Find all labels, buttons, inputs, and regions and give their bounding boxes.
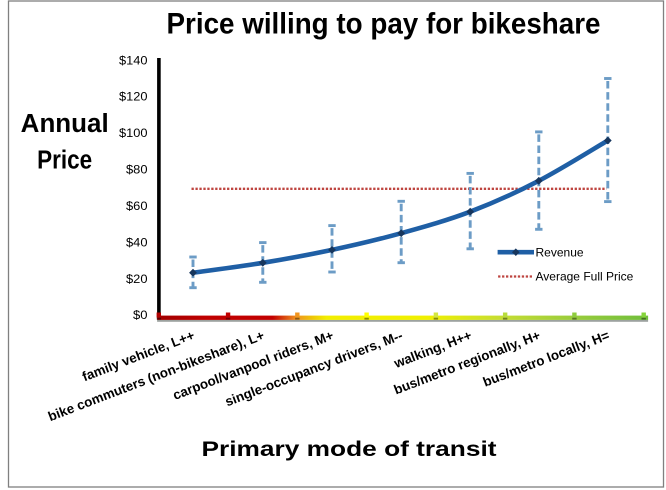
svg-text:Revenue: Revenue (536, 245, 584, 259)
svg-text:Annual: Annual (21, 110, 109, 138)
svg-text:$0: $0 (133, 310, 148, 322)
svg-text:Primary mode of transit: Primary mode of transit (202, 438, 497, 461)
svg-text:$120: $120 (119, 92, 148, 104)
svg-text:Price willing to pay for bikes: Price willing to pay for bikeshare (167, 7, 601, 40)
svg-text:Price: Price (37, 147, 92, 175)
svg-text:$40: $40 (126, 237, 148, 249)
svg-text:$140: $140 (119, 55, 148, 67)
svg-text:$20: $20 (126, 274, 148, 286)
svg-text:$60: $60 (126, 201, 148, 213)
svg-text:$100: $100 (119, 128, 148, 140)
svg-text:Average Full Price: Average Full Price (536, 270, 634, 284)
svg-text:$80: $80 (126, 165, 148, 177)
